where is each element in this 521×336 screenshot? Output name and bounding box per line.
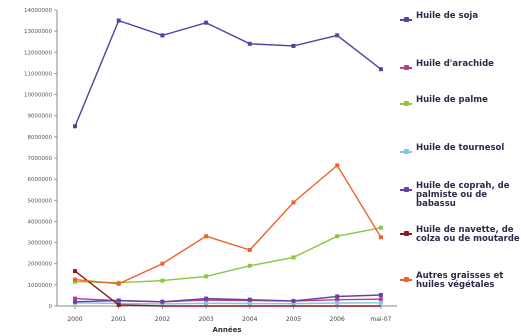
data-point bbox=[116, 302, 121, 307]
legend-swatch bbox=[400, 14, 412, 26]
x-tick-label: 2005 bbox=[286, 316, 301, 323]
legend-item: Autres graisses et huiles végétales bbox=[400, 272, 521, 290]
data-point bbox=[291, 200, 296, 205]
data-point bbox=[378, 293, 383, 298]
legend-item: Huile de soja bbox=[400, 12, 521, 26]
y-tick-label: 9000000 bbox=[28, 114, 53, 120]
data-point bbox=[160, 261, 165, 266]
data-point bbox=[204, 20, 209, 25]
data-point bbox=[378, 67, 383, 72]
y-tick-label: 3000000 bbox=[28, 241, 53, 247]
data-point bbox=[291, 43, 296, 48]
data-point bbox=[291, 255, 296, 260]
data-point bbox=[73, 124, 77, 129]
data-point bbox=[378, 300, 383, 305]
data-point bbox=[335, 294, 340, 299]
chart-legend: Huile de soja Huile d'arachide Huile de pa… bbox=[398, 0, 521, 336]
legend-swatch bbox=[400, 62, 412, 74]
legend-item: Huile d'arachide bbox=[400, 60, 521, 74]
x-tick-label: mai-07 bbox=[370, 316, 391, 323]
legend-item: Huile de palme bbox=[400, 96, 521, 110]
data-point bbox=[116, 281, 121, 286]
legend-label: Autres graisses et huiles végétales bbox=[416, 271, 504, 290]
legend-label: Huile de soja bbox=[416, 11, 479, 21]
series-line bbox=[74, 302, 381, 305]
data-point bbox=[73, 296, 77, 301]
data-point bbox=[335, 234, 340, 239]
legend-label: Huile de navette, de colza ou de moutard… bbox=[416, 225, 520, 244]
x-tick-label: 2002 bbox=[155, 316, 170, 323]
data-point bbox=[291, 301, 296, 306]
series-line bbox=[74, 227, 382, 284]
y-tick-label: 6000000 bbox=[28, 177, 53, 183]
data-point bbox=[116, 18, 121, 23]
x-tick-label: 2001 bbox=[111, 316, 126, 323]
data-point bbox=[378, 297, 383, 302]
data-point bbox=[335, 33, 340, 38]
data-point bbox=[160, 33, 165, 38]
x-tick-label: 2003 bbox=[198, 316, 213, 323]
series-line bbox=[74, 294, 381, 303]
data-point bbox=[116, 298, 121, 303]
data-point bbox=[291, 298, 296, 303]
y-tick-label: 2000000 bbox=[28, 262, 53, 268]
data-point bbox=[73, 279, 77, 284]
legend-swatch bbox=[400, 228, 412, 240]
legend-item: Huile de coprah, de palmiste ou de babas… bbox=[400, 182, 521, 209]
data-point bbox=[160, 299, 165, 304]
series-line bbox=[74, 164, 382, 285]
legend-item: Huile de navette, de colza ou de moutard… bbox=[400, 226, 521, 244]
data-point bbox=[73, 277, 77, 282]
data-point bbox=[73, 269, 77, 274]
data-point bbox=[247, 297, 252, 302]
y-tick-label: 10000000 bbox=[24, 93, 52, 99]
legend-label: Huile de coprah, de palmiste ou de babas… bbox=[416, 181, 510, 209]
data-point bbox=[247, 263, 252, 268]
legend-swatch bbox=[400, 274, 412, 286]
data-point bbox=[204, 301, 209, 306]
legend-swatch bbox=[400, 146, 412, 158]
x-tick-label: 2000 bbox=[67, 316, 82, 323]
legend-label: Huile de palme bbox=[416, 95, 488, 105]
y-tick-label: 1000000 bbox=[28, 283, 53, 289]
legend-swatch bbox=[400, 98, 412, 110]
data-point bbox=[247, 247, 252, 252]
y-tick-label: 11000000 bbox=[24, 71, 52, 77]
data-point bbox=[247, 301, 252, 306]
x-tick-label: 2004 bbox=[242, 316, 257, 323]
data-point bbox=[378, 235, 383, 240]
data-point bbox=[160, 278, 165, 283]
data-point bbox=[378, 225, 383, 230]
data-point bbox=[160, 301, 165, 306]
y-tick-label: 4000000 bbox=[28, 219, 53, 225]
series-line bbox=[74, 270, 381, 307]
legend-label: Huile de tournesol bbox=[416, 143, 505, 153]
x-axis-title: Années bbox=[212, 326, 241, 334]
y-tick-label: 8000000 bbox=[28, 135, 53, 141]
data-point bbox=[204, 234, 209, 239]
legend-swatch bbox=[400, 184, 412, 196]
data-point bbox=[335, 163, 340, 168]
y-tick-label: 5000000 bbox=[28, 198, 53, 204]
series-line bbox=[74, 19, 382, 127]
y-tick-label: 7000000 bbox=[28, 156, 53, 162]
data-point bbox=[204, 296, 209, 301]
data-point bbox=[335, 297, 340, 302]
data-point bbox=[204, 274, 209, 279]
y-tick-label: 12000000 bbox=[24, 50, 52, 56]
data-point bbox=[335, 301, 340, 306]
y-tick-label: 0 bbox=[49, 304, 53, 310]
y-tick-label: 14000000 bbox=[24, 8, 52, 14]
x-tick-label: 2006 bbox=[330, 316, 345, 323]
data-point bbox=[247, 41, 252, 46]
y-tick-label: 13000000 bbox=[24, 29, 52, 35]
data-point bbox=[73, 299, 77, 304]
legend-label: Huile d'arachide bbox=[416, 59, 494, 69]
legend-item: Huile de tournesol bbox=[400, 144, 521, 158]
